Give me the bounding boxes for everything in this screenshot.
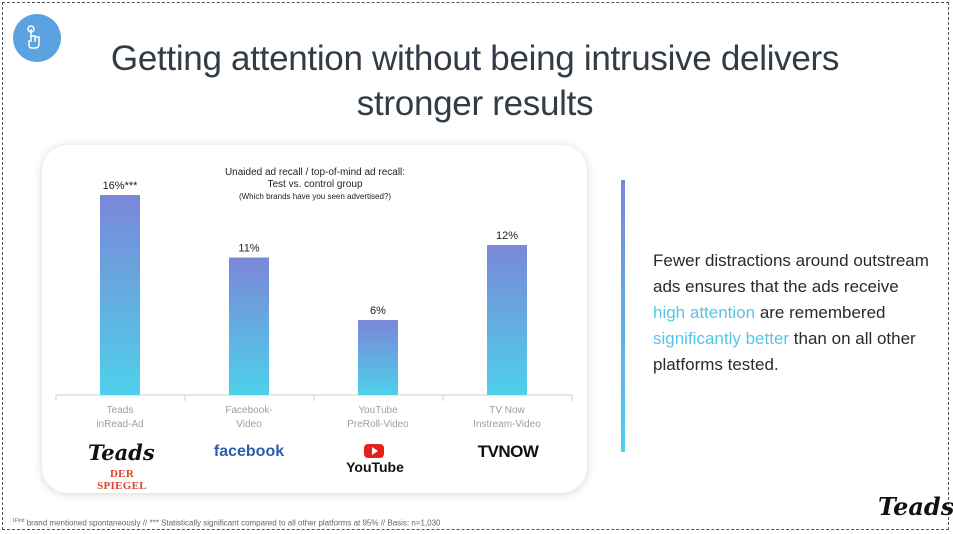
summary-part-2: are remembered bbox=[755, 303, 886, 322]
facebook-logo: facebook bbox=[213, 443, 285, 460]
category-label: Instream-Video bbox=[473, 419, 541, 430]
summary-part-3: than on all other platforms tested. bbox=[653, 329, 916, 374]
category-label: Video bbox=[236, 419, 262, 430]
tvnow-logo: TVNOW bbox=[477, 442, 539, 461]
data-label: 12% bbox=[496, 230, 518, 242]
footnote-superscript: 1First bbox=[12, 518, 25, 524]
accent-divider bbox=[621, 180, 625, 452]
youtube-play-icon bbox=[364, 444, 384, 458]
youtube-logo-text: YouTube bbox=[346, 459, 404, 475]
data-label: 6% bbox=[370, 305, 386, 317]
touch-badge bbox=[13, 14, 61, 62]
bar bbox=[100, 195, 140, 395]
chart-caption: Unaided ad recall / top-of-mind ad recal… bbox=[40, 167, 590, 203]
summary-text: Fewer distractions around outstream ads … bbox=[653, 248, 933, 378]
youtube-logo: YouTube bbox=[340, 443, 410, 475]
chart-caption-line2: Test vs. control group bbox=[267, 179, 363, 190]
category-label: Teads bbox=[107, 405, 134, 416]
summary-part-1: Fewer distractions around outstream ads … bbox=[653, 251, 929, 296]
data-label: 16%*** bbox=[103, 180, 139, 192]
category-label: inRead-Ad bbox=[96, 419, 143, 430]
category-label: Facebook- bbox=[225, 405, 272, 416]
category-label: TV Now bbox=[489, 405, 525, 416]
highlight-significantly-better: significantly better bbox=[653, 329, 790, 348]
touch-icon bbox=[27, 25, 40, 49]
category-label: PreRoll-Video bbox=[347, 419, 409, 430]
category-label: YouTube bbox=[358, 405, 398, 416]
slide-title: Getting attention without being intrusiv… bbox=[110, 39, 840, 123]
bar bbox=[229, 257, 269, 395]
footnote: 1First brand mentioned spontaneously // … bbox=[12, 518, 441, 528]
data-label: 11% bbox=[238, 243, 259, 255]
bar bbox=[487, 245, 527, 395]
chart-caption-line1: Unaided ad recall / top-of-mind ad recal… bbox=[224, 167, 406, 178]
teads-corner-logo: Teads bbox=[878, 492, 953, 521]
footnote-text: brand mentioned spontaneously // *** Sta… bbox=[24, 518, 441, 528]
chart-caption-line3: (Which brands have you seen advertised?) bbox=[238, 192, 392, 201]
spiegel-logo: DER SPIEGEL bbox=[97, 468, 147, 492]
bar bbox=[358, 320, 398, 395]
highlight-high-attention: high attention bbox=[653, 303, 756, 322]
teads-logo: Teads bbox=[88, 440, 155, 465]
